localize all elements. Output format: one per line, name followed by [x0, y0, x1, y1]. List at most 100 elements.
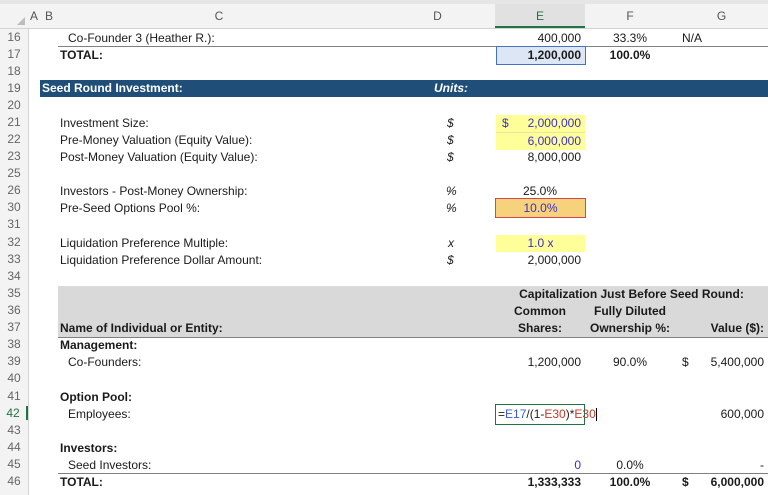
select-all-corner[interactable]: [0, 4, 28, 28]
option-pool-label: Option Pool:: [60, 390, 132, 404]
selected-cell-e17[interactable]: [496, 46, 586, 65]
row-header[interactable]: 31: [7, 217, 21, 231]
investor-ownership-unit: %: [446, 184, 457, 198]
row-header[interactable]: 41: [7, 389, 21, 403]
cofounders-label: Co-Founders:: [68, 355, 142, 369]
cofounders-pct[interactable]: 90.0%: [612, 355, 648, 369]
founders-total-label[interactable]: TOTAL:: [60, 48, 103, 62]
seed-investors-pct[interactable]: 0.0%: [616, 458, 644, 472]
row-header[interactable]: 25: [7, 166, 21, 180]
units-header: Units:: [434, 81, 468, 95]
cap-total-shares[interactable]: 1,333,333: [527, 475, 581, 489]
options-pool-input[interactable]: 10.0%: [496, 199, 585, 217]
seed-investors-label: Seed Investors:: [68, 458, 152, 472]
investment-size-input[interactable]: $ 2,000,000: [496, 115, 585, 132]
liq-pref-multiple-input[interactable]: 1.0 x: [496, 235, 585, 252]
row-header[interactable]: 33: [7, 252, 21, 266]
row-header[interactable]: 20: [7, 98, 21, 112]
row-header[interactable]: 39: [7, 354, 21, 368]
row-header[interactable]: 32: [7, 235, 21, 249]
row-header[interactable]: 18: [7, 64, 21, 78]
investor-ownership-value[interactable]: 25.0%: [522, 184, 558, 198]
seed-round-title: Seed Round Investment:: [42, 81, 183, 95]
column-header-b[interactable]: B: [44, 9, 53, 23]
row-header[interactable]: 34: [7, 269, 21, 283]
investment-size-label: Investment Size:: [60, 116, 149, 130]
seed-investors-value[interactable]: -: [760, 458, 764, 472]
cap-total-divider: [58, 473, 768, 474]
column-header-d[interactable]: D: [433, 9, 442, 23]
toolbar-strip: [0, 0, 768, 4]
cap-total-value-prefix: $: [682, 475, 689, 489]
row-header[interactable]: 16: [7, 30, 21, 44]
column-header-f[interactable]: F: [626, 9, 634, 23]
row-header[interactable]: 38: [7, 337, 21, 351]
row-header-bar: [0, 29, 29, 495]
pre-money-label: Pre-Money Valuation (Equity Value):: [60, 133, 253, 147]
founders-total-pct[interactable]: 100.0%: [609, 48, 651, 62]
row-header[interactable]: 26: [7, 183, 21, 197]
cap-table-group-header: Capitalization Just Before Seed Round:: [519, 287, 744, 301]
row-header[interactable]: 43: [7, 423, 21, 437]
seed-investors-shares[interactable]: 0: [574, 458, 581, 472]
founders-total-shares[interactable]: 1,200,000: [527, 48, 581, 62]
cap-total-pct[interactable]: 100.0%: [609, 475, 651, 489]
seed-round-banner: Seed Round Investment: Units:: [40, 80, 768, 97]
cofounder3-shares[interactable]: 400,000: [537, 31, 581, 45]
cofounders-value[interactable]: 5,400,000: [710, 355, 764, 369]
row-header[interactable]: 23: [7, 149, 21, 163]
row-header[interactable]: 17: [7, 47, 21, 61]
formula-ref-e30: E30: [544, 407, 566, 421]
column-header-g[interactable]: G: [716, 9, 727, 23]
common-shares-header-2: Shares:: [517, 321, 563, 335]
options-pool-label: Pre-Seed Options Pool %:: [60, 201, 201, 215]
employees-formula-input[interactable]: =E17/(1-E30)*E30: [498, 406, 597, 423]
cofounder3-label[interactable]: Co-Founder 3 (Heather R.):: [68, 31, 215, 45]
employees-value[interactable]: 600,000: [720, 407, 764, 421]
investors-label: Investors:: [60, 441, 118, 455]
pre-money-unit: $: [447, 133, 454, 147]
liq-pref-multiple-unit: x: [448, 236, 454, 250]
name-header: Name of Individual or Entity:: [60, 321, 223, 335]
row-header-selected[interactable]: 42: [0, 406, 28, 420]
formula-equals: =: [498, 407, 506, 421]
row-header[interactable]: 19: [7, 81, 21, 95]
fully-diluted-header-1: Fully Diluted: [594, 304, 666, 318]
post-money-value[interactable]: 8,000,000: [527, 150, 581, 164]
row-header[interactable]: 22: [7, 132, 21, 146]
cofounder3-g[interactable]: N/A: [682, 31, 703, 45]
row-header[interactable]: 45: [7, 457, 21, 471]
fully-diluted-header-2: Ownership %:: [589, 321, 670, 335]
investment-size-value: 2,000,000: [527, 116, 581, 130]
dollar-prefix: $: [502, 116, 509, 130]
column-header-c[interactable]: C: [214, 9, 224, 23]
row-header[interactable]: 21: [7, 115, 21, 129]
options-pool-unit: %: [446, 201, 457, 215]
formula-op2: )*: [565, 407, 575, 421]
row-header[interactable]: 46: [7, 474, 21, 488]
column-header-e[interactable]: E: [495, 4, 585, 28]
cap-total-value[interactable]: 6,000,000: [710, 475, 764, 489]
cofounder3-pct[interactable]: 33.3%: [612, 31, 648, 45]
cap-table-header-band: [58, 286, 768, 338]
post-money-label: Post-Money Valuation (Equity Value):: [60, 150, 258, 164]
row-header[interactable]: 37: [7, 320, 21, 334]
liq-pref-amount-unit: $: [447, 253, 454, 267]
row-header[interactable]: 36: [7, 303, 21, 317]
column-header-bar: A B C D E F G: [0, 4, 768, 29]
cofounders-shares[interactable]: 1,200,000: [527, 355, 581, 369]
formula-op1: /(1-: [526, 407, 545, 421]
row-header[interactable]: 44: [7, 440, 21, 454]
column-header-a[interactable]: A: [29, 9, 38, 23]
employees-label: Employees:: [68, 407, 131, 421]
row-header[interactable]: 40: [7, 371, 21, 385]
liq-pref-amount-value[interactable]: 2,000,000: [527, 253, 581, 267]
active-cell-e42[interactable]: [495, 404, 585, 425]
pre-money-input[interactable]: 6,000,000: [496, 132, 585, 150]
formula-reference-highlight-e30: [495, 198, 586, 218]
formula-ref-e17: E17: [505, 407, 527, 421]
investor-ownership-label: Investors - Post-Money Ownership:: [60, 184, 248, 198]
row-header[interactable]: 35: [7, 286, 21, 300]
management-label: Management:: [60, 338, 138, 352]
row-header[interactable]: 30: [7, 200, 21, 214]
